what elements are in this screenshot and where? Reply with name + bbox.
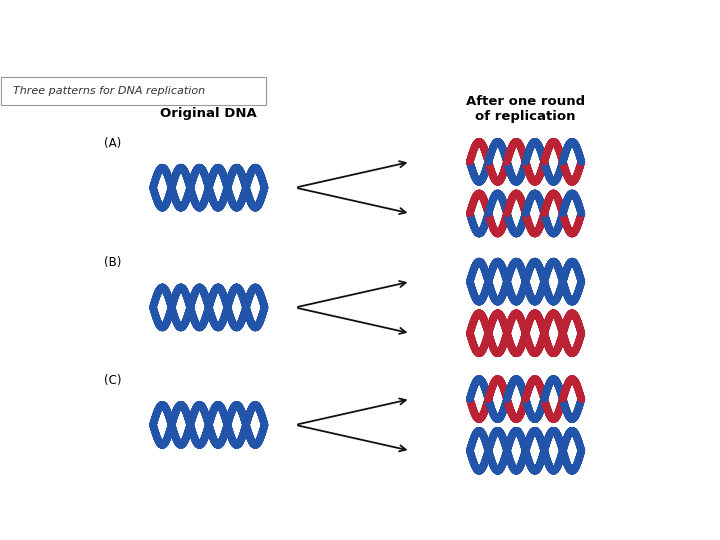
Text: After one round
of replication: After one round of replication (466, 94, 585, 123)
Text: (A): (A) (104, 137, 122, 150)
Text: The Chemistry of Life: The Chemistry of Life (13, 35, 230, 52)
Text: - How is DNA replicated?: - How is DNA replicated? (248, 35, 505, 52)
Text: (C): (C) (104, 374, 122, 387)
Text: Original DNA: Original DNA (161, 107, 257, 120)
Text: Three patterns for DNA replication: Three patterns for DNA replication (13, 86, 205, 96)
FancyBboxPatch shape (1, 77, 266, 105)
Text: (B): (B) (104, 256, 122, 269)
